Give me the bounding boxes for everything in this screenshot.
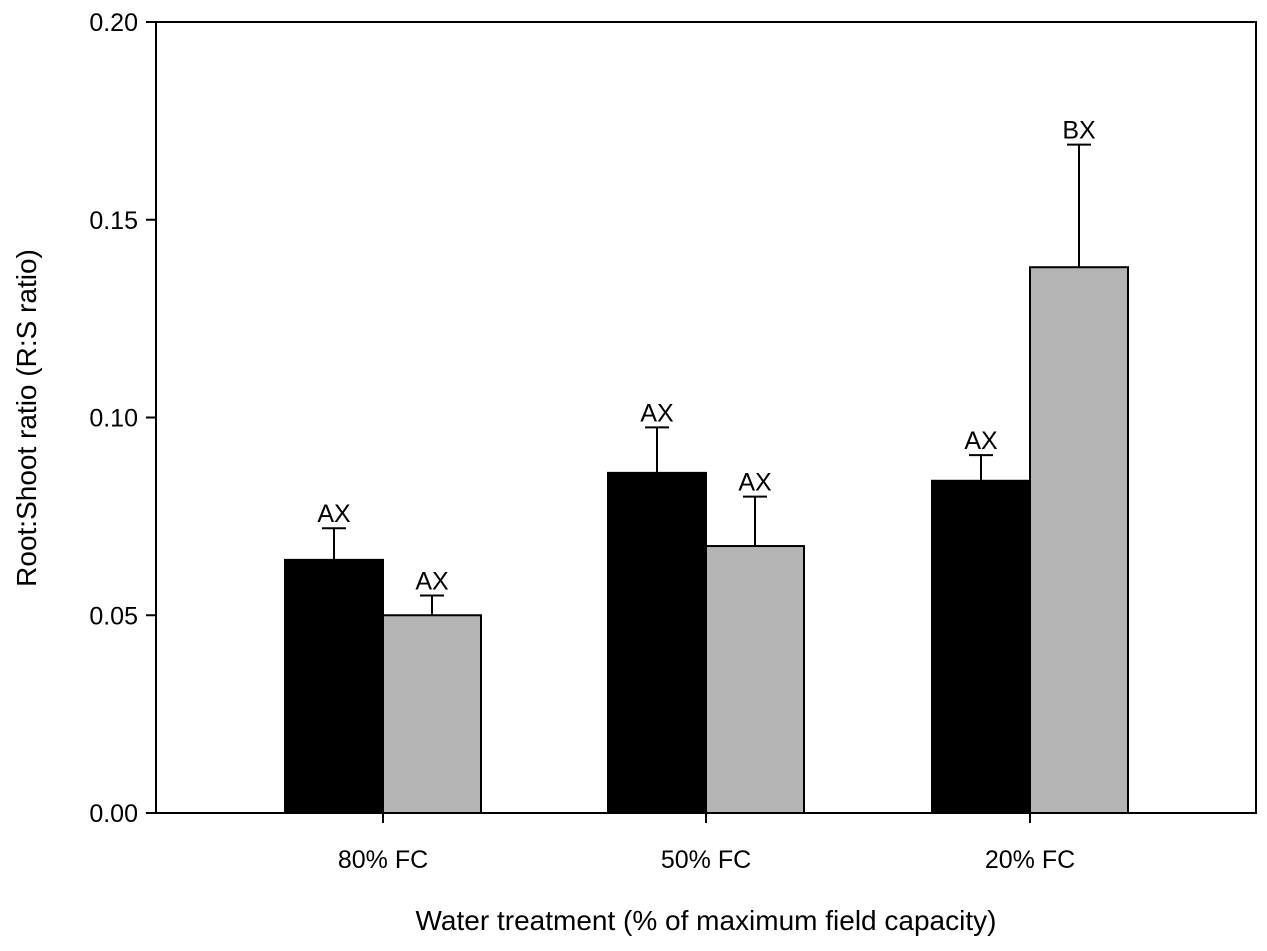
x-tick-label: 50% FC xyxy=(661,846,751,874)
y-tick-label: 0.05 xyxy=(89,602,138,630)
x-tick-label: 80% FC xyxy=(338,846,428,874)
significance-label: AX xyxy=(640,399,674,427)
bar-2-2 xyxy=(1029,266,1129,814)
significance-labels: AX AX AX AX AX BX xyxy=(317,117,1096,596)
significance-label: AX xyxy=(964,427,998,455)
y-tick-label: 0.20 xyxy=(89,9,138,37)
y-tick-label: 0.10 xyxy=(89,405,138,433)
y-axis-title: Root:Shoot ratio (R:S ratio) xyxy=(11,249,42,587)
y-tick-label: 0.00 xyxy=(89,800,138,828)
y-axis-ticks: 0.00 0.05 0.10 0.15 0.20 xyxy=(89,9,156,828)
bar-2-1 xyxy=(705,545,805,814)
bar-1-1 xyxy=(607,471,707,814)
significance-label: AX xyxy=(317,500,351,528)
significance-label: BX xyxy=(1062,117,1096,145)
error-bars xyxy=(322,143,1091,616)
bar-2-0 xyxy=(382,614,482,814)
bar-1-2 xyxy=(931,479,1031,814)
bar-1-0 xyxy=(284,558,384,814)
significance-label: AX xyxy=(738,469,772,497)
x-axis-title: Water treatment (% of maximum field capa… xyxy=(416,905,997,936)
significance-label: AX xyxy=(415,567,449,595)
x-axis-labels: 80% FC 50% FC 20% FC xyxy=(338,813,1075,874)
x-tick-label: 20% FC xyxy=(985,846,1075,874)
bars xyxy=(284,266,1129,814)
y-tick-label: 0.15 xyxy=(89,207,138,235)
